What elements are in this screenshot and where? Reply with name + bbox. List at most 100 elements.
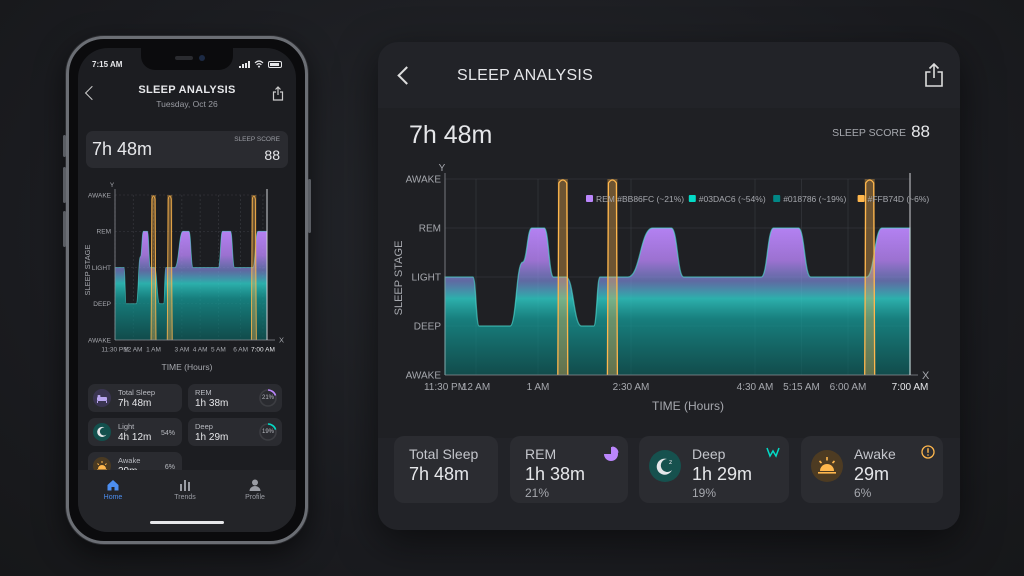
back-chevron-icon[interactable] [397, 66, 416, 85]
total-summary-card: 7h 48m SLEEP SCORE 88 [86, 131, 288, 168]
card-value: 1h 38m [195, 398, 229, 409]
phone-screen: 7:15 AM SLEEP ANALYSIS Tuesday, Oct 26 7… [78, 48, 296, 532]
status-bar: 7:15 AM [92, 57, 282, 71]
awake-spike-band [557, 179, 568, 375]
phone-volume-up-button [63, 167, 66, 203]
phone-card-rem[interactable]: REM 1h 38m 21% [188, 384, 282, 412]
awake-spike-line [557, 179, 569, 376]
x-tick-label: 6 AM [233, 347, 248, 354]
awake-spike-line [166, 195, 173, 341]
sunrise-icon [811, 450, 843, 482]
card-value: 4h 12m [118, 432, 152, 443]
phone-notch [141, 48, 233, 70]
x-tick-label: 5:15 AM [783, 382, 820, 393]
phone-card-light[interactable]: Light 4h 12m 54% [88, 418, 182, 446]
x-tick-label: 11:30 PM [101, 347, 128, 354]
card-label: Awake [118, 456, 141, 465]
awake-spike-band [607, 179, 618, 375]
y-axis-letter: Y [110, 182, 115, 189]
hypnogram-line [114, 230, 268, 340]
x-tick-label: 12 AM [462, 382, 490, 393]
trend-down-icon [766, 447, 780, 458]
x-axis-title: TIME (Hours) [652, 399, 724, 413]
bed-icon [93, 389, 111, 407]
awake-spike-band [251, 195, 257, 340]
x-tick-label: 1 AM [146, 347, 161, 354]
sleep-score-value: 88 [911, 122, 930, 141]
page-title: SLEEP ANALYSIS [457, 67, 594, 84]
legend-swatch [688, 195, 696, 202]
x-axis-letter: X [922, 370, 930, 382]
hypnogram-area [115, 231, 267, 340]
legend-label: #FFB74D (~6%) [868, 194, 930, 204]
y-tick-label: AWAKE [88, 337, 112, 344]
pie-chart-icon [604, 446, 619, 461]
status-time: 7:15 AM [92, 59, 123, 69]
moon-icon [93, 423, 111, 441]
tab-profile[interactable]: Profile [230, 478, 280, 501]
phone-card-deep[interactable]: Deep 1h 29m 19% [188, 418, 282, 446]
share-icon[interactable] [272, 86, 284, 101]
card-percent: 54% [160, 430, 175, 437]
y-axis-title: SLEEP STAGE [393, 241, 405, 316]
legend-label: #018786 (~19%) [783, 194, 846, 204]
card-value: 7h 48m [409, 464, 470, 484]
page-date: Tuesday, Oct 26 [156, 99, 218, 109]
tablet-panel: SLEEP ANALYSIS Y X AWAKE REM LIGHT DEEP AWAKE 1… [378, 42, 960, 530]
total-sleep-value: 7h 48m [409, 121, 493, 149]
card-label: Total Sleep [118, 388, 156, 397]
card-percent: 6% [164, 464, 175, 471]
tablet-card-total-sleep[interactable]: Total Sleep 7h 48m [394, 436, 498, 503]
tablet-card-awake[interactable]: Awake 29m 6% [801, 436, 943, 503]
card-percent: 19% [692, 486, 717, 500]
tablet-header: SLEEP ANALYSIS [378, 42, 960, 108]
card-label: Deep [692, 446, 726, 462]
legend-swatch [586, 195, 593, 202]
sleep-score-label: SLEEP SCORE [234, 136, 280, 143]
phone-card-total-sleep[interactable]: Total Sleep 7h 48m [88, 384, 182, 412]
total-sleep-value: 7h 48m [92, 139, 153, 159]
y-axis-letter: Y [439, 163, 446, 174]
card-percent: 6% [854, 486, 872, 500]
x-tick-label: 3 AM [174, 347, 189, 354]
y-tick-label: AWAKE [88, 192, 112, 199]
phone-mockup: 7:15 AM SLEEP ANALYSIS Tuesday, Oct 26 7… [63, 36, 311, 544]
x-axis-letter: X [279, 336, 284, 345]
x-tick-label: 5 AM [211, 347, 226, 354]
y-tick-label: REM [419, 224, 441, 235]
x-tick-label: 2:30 AM [613, 382, 650, 393]
share-icon[interactable] [924, 62, 944, 88]
tablet-card-rem[interactable]: REM 1h 38m 21% [510, 436, 628, 503]
card-value: 29m [854, 464, 890, 484]
x-tick-label: 12 AM [124, 347, 142, 354]
x-tick-label: 4:30 AM [737, 382, 774, 393]
legend-label: #03DAC6 (~54%) [699, 194, 766, 204]
card-label: REM [195, 388, 212, 397]
tablet-card-deep[interactable]: z Deep 1h 29m 19% [639, 436, 789, 503]
deep-progress-ring-icon [259, 423, 277, 441]
home-indicator[interactable] [150, 521, 224, 524]
legend-swatch [857, 195, 865, 202]
card-percent: 21% [261, 395, 274, 401]
y-tick-label: LIGHT [412, 273, 441, 284]
card-label: Awake [854, 446, 896, 462]
x-tick-label: 4 AM [193, 347, 208, 354]
x-tick-label: 6:00 AM [830, 382, 867, 393]
chart-section: Y X AWAKE REM LIGHT DEEP AWAKE 11:30 PM 12 AM 1 A… [378, 108, 960, 438]
tab-label: Home [103, 494, 123, 501]
x-tick-label: 1 AM [527, 382, 550, 393]
awake-spike-line [250, 195, 257, 341]
rem-progress-ring-icon [259, 389, 277, 407]
sleep-score-value: 88 [264, 147, 280, 163]
phone-volume-down-button [63, 211, 66, 247]
bar-chart-icon [180, 480, 190, 491]
awake-spike-line [606, 179, 619, 376]
info-icon[interactable] [921, 445, 935, 459]
card-label: REM [525, 446, 557, 462]
tab-trends[interactable]: Trends [160, 478, 210, 501]
phone-mute-button [63, 135, 66, 157]
tab-home[interactable]: Home [88, 478, 138, 501]
y-axis-title: SLEEP STAGE [83, 245, 92, 296]
